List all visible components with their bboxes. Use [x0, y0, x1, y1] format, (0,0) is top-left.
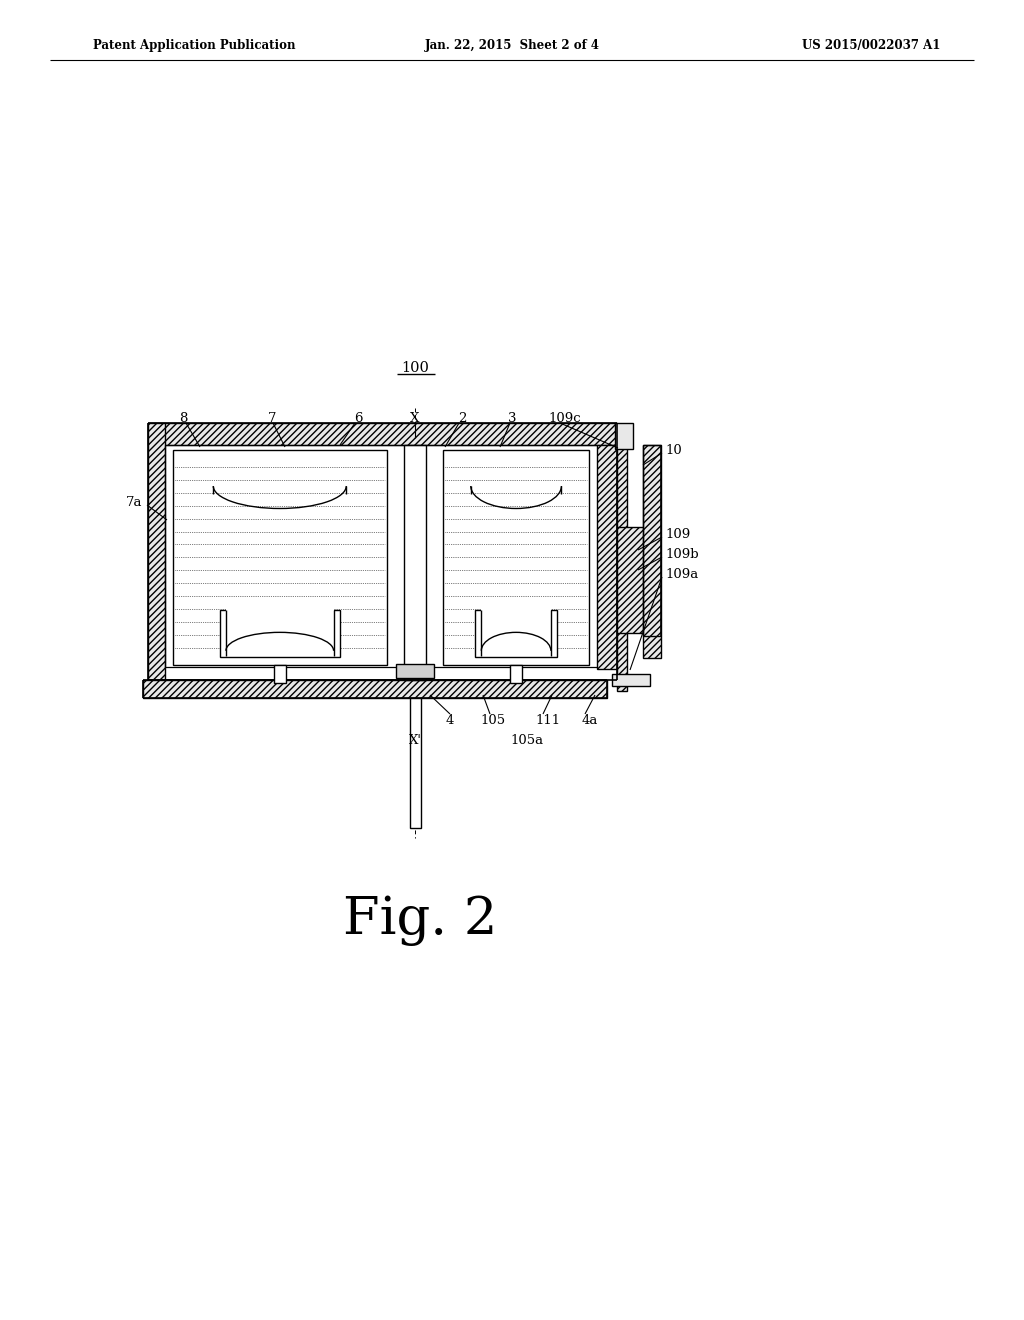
Text: US 2015/0022037 A1: US 2015/0022037 A1	[802, 40, 940, 53]
Bar	[220, 610, 340, 657]
Text: 7: 7	[267, 412, 276, 425]
Bar	[148, 422, 165, 680]
Text: 3: 3	[508, 412, 516, 425]
Bar	[273, 665, 286, 682]
Bar	[475, 610, 557, 657]
Bar	[143, 680, 607, 698]
Text: 7a: 7a	[126, 496, 142, 510]
Text: Patent Application Publication: Patent Application Publication	[93, 40, 296, 53]
Text: 8: 8	[179, 412, 187, 425]
Text: Jan. 22, 2015  Sheet 2 of 4: Jan. 22, 2015 Sheet 2 of 4	[425, 40, 599, 53]
Bar	[396, 664, 434, 678]
Text: 109c: 109c	[549, 412, 582, 425]
Text: 2: 2	[458, 412, 466, 425]
Bar	[226, 609, 334, 649]
Bar	[481, 609, 551, 649]
Bar	[597, 445, 617, 669]
Bar	[443, 450, 589, 665]
Bar	[148, 422, 617, 445]
Text: 105a: 105a	[510, 734, 544, 747]
Text: 109b: 109b	[665, 549, 698, 561]
Text: 109: 109	[665, 528, 690, 541]
Text: 4: 4	[445, 714, 455, 726]
Bar	[617, 445, 627, 690]
Bar	[612, 675, 650, 686]
Text: 100: 100	[401, 360, 429, 375]
Text: 4a: 4a	[582, 714, 598, 726]
Text: Fig. 2: Fig. 2	[343, 895, 498, 945]
Bar	[617, 527, 645, 634]
Bar	[410, 698, 421, 828]
Text: X: X	[411, 412, 420, 425]
Text: X': X'	[409, 734, 422, 747]
Bar	[615, 422, 633, 449]
Text: 111: 111	[536, 714, 560, 726]
Text: 105: 105	[480, 714, 506, 726]
Text: 6: 6	[353, 412, 362, 425]
Bar	[404, 445, 426, 680]
Bar	[643, 445, 662, 657]
Text: 10: 10	[665, 444, 682, 457]
Bar	[172, 450, 387, 665]
Bar	[510, 665, 522, 682]
Text: 109a: 109a	[665, 569, 698, 582]
